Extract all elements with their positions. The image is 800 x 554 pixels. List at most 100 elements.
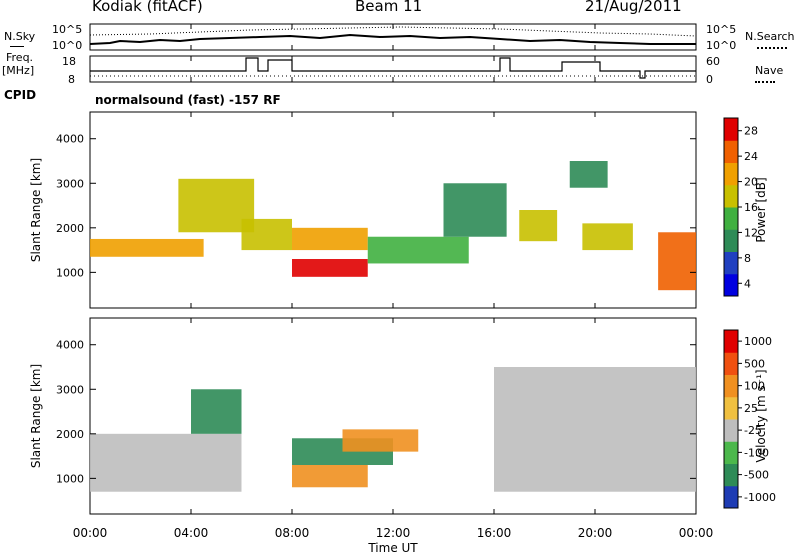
- velocity-cbar-swatch-2: [724, 441, 738, 464]
- nsky-trace: [89, 33, 696, 45]
- power-ylabel: Slant Range [km]: [29, 158, 43, 262]
- range-tick-label: 1000: [56, 266, 84, 279]
- velocity-region-0: [90, 433, 242, 492]
- velocity-cbar-swatch-1: [724, 463, 738, 487]
- power-cbar-tick-label: 12: [744, 226, 758, 239]
- noise-tick-right-low: 10^0: [706, 39, 736, 52]
- power-colorbar: 28 24 20 16 12 8 4: [723, 117, 758, 297]
- range-tick-label: 3000: [56, 383, 84, 396]
- power-cbar-label: Power [dB]: [754, 177, 768, 242]
- range-tick-label: 2000: [56, 428, 84, 441]
- velocity-cbar-tick-label: 500: [744, 357, 765, 370]
- power-region-9: [582, 223, 633, 251]
- power-region-3: [292, 259, 368, 277]
- nave-tick-low: 0: [706, 73, 713, 86]
- power-region-0: [90, 238, 204, 257]
- noise-tick-left-high: 10^5: [52, 23, 82, 36]
- velocity-region-5: [494, 367, 696, 492]
- velocity-cbar-tick-label: -100: [744, 446, 769, 459]
- velocity-cbar-swatch-0: [724, 485, 738, 509]
- freq-label: Freq.: [6, 51, 34, 64]
- nsearch-label: N.Search: [745, 30, 795, 43]
- time-ticks: 00:00 04:00 08:00 12:00 16:00 20:00 00:00: [73, 24, 714, 540]
- freq-tick-high: 18: [62, 55, 76, 68]
- power-region-4: [292, 227, 368, 251]
- freq-panel: 18 8 60 0: [62, 55, 720, 86]
- velocity-ylabel: Slant Range [km]: [29, 364, 43, 468]
- power-cbar-swatch-1: [724, 251, 738, 275]
- station-title: Kodiak (fitACF): [92, 0, 203, 15]
- power-regions: [90, 161, 696, 291]
- velocity-cbar-tick-label: 100: [744, 380, 765, 393]
- noise-tick-left-low: 10^0: [52, 39, 82, 52]
- power-cbar-swatch-4: [724, 184, 738, 208]
- cpid-label: CPID: [4, 88, 37, 102]
- velocity-cbar-tick-label: 25: [744, 402, 758, 415]
- nave-dots: [755, 81, 775, 83]
- velocity-cbar-tick-label: -25: [744, 424, 762, 437]
- power-cbar-swatch-7: [724, 118, 738, 141]
- time-tick-label: 00:00: [73, 526, 108, 540]
- power-cbar-tick-label: 20: [744, 176, 758, 189]
- velocity-cbar-swatch-5: [724, 374, 738, 398]
- range-tick-label: 4000: [56, 339, 84, 352]
- power-region-10: [658, 232, 696, 291]
- power-cbar-swatch-5: [724, 162, 738, 186]
- velocity-cbar-swatch-3: [724, 419, 738, 442]
- time-tick-label: 04:00: [174, 526, 209, 540]
- nsearch-trace: [89, 26, 697, 37]
- velocity-cbar-swatch-4: [724, 396, 738, 420]
- range-ticks: 1000 2000 3000 4000 1000 2000 3000 4000: [56, 133, 696, 485]
- nsearch-dots: [757, 47, 787, 49]
- nave-label: Nave: [755, 64, 784, 77]
- time-tick-label: 00:00: [679, 526, 714, 540]
- velocity-cbar-frame: [723, 329, 739, 509]
- freq-tick-low: 8: [68, 73, 75, 86]
- freq-trace: [90, 57, 696, 79]
- velocity-colorbar: 1000 500 100 25 -25 -100 -500 -1000: [723, 329, 776, 509]
- power-region-8: [569, 161, 608, 188]
- nsky-label: N.Sky: [4, 30, 36, 43]
- freq-unit-label: [MHz]: [2, 64, 35, 77]
- velocity-cbar-swatch-6: [724, 352, 738, 375]
- velocity-cbar-swatch-7: [724, 330, 738, 353]
- noise-tick-right-high: 10^5: [706, 23, 736, 36]
- velocity-region-2: [292, 465, 368, 488]
- power-region-7: [519, 210, 558, 242]
- cpid-text: normalsound (fast) -157 RF: [95, 93, 281, 107]
- nsky-line: [10, 46, 24, 47]
- velocity-cbar-tick-label: -500: [744, 469, 769, 482]
- time-tick-label: 08:00: [275, 526, 310, 540]
- power-cbar-swatch-0: [724, 273, 738, 297]
- velocity-cbar-tick-label: -1000: [744, 491, 776, 504]
- power-region-2: [241, 218, 292, 251]
- nave-tick-high: 60: [706, 55, 720, 68]
- power-region-5: [367, 236, 469, 264]
- time-tick-label: 16:00: [477, 526, 512, 540]
- noise-panel: 10^5 10^0 10^5 10^0: [52, 23, 736, 52]
- power-cbar-swatch-6: [724, 140, 738, 163]
- time-tick-label: 12:00: [376, 526, 411, 540]
- velocity-region-4: [342, 429, 419, 452]
- power-cbar-swatch-3: [724, 207, 738, 230]
- power-region-6: [443, 183, 507, 237]
- power-cbar-tick-label: 28: [744, 125, 758, 138]
- range-tick-label: 4000: [56, 133, 84, 146]
- x-axis-label: Time UT: [367, 541, 418, 554]
- power-cbar-tick-label: 24: [744, 150, 758, 163]
- range-tick-label: 1000: [56, 472, 84, 485]
- power-cbar-swatch-2: [724, 229, 738, 252]
- velocity-cbar-label: Velocity [m s⁻¹]: [754, 369, 768, 462]
- power-cbar-tick-label: 4: [744, 277, 751, 290]
- date-title: 21/Aug/2011: [585, 0, 682, 15]
- power-cbar-tick-label: 8: [744, 252, 751, 265]
- range-tick-label: 3000: [56, 177, 84, 190]
- velocity-cbar-tick-label: 1000: [744, 335, 772, 348]
- beam-title: Beam 11: [355, 0, 423, 15]
- velocity-regions: [90, 367, 696, 492]
- range-tick-label: 2000: [56, 222, 84, 235]
- velocity-region-1: [191, 389, 242, 434]
- time-tick-label: 20:00: [578, 526, 613, 540]
- power-cbar-tick-label: 16: [744, 201, 758, 214]
